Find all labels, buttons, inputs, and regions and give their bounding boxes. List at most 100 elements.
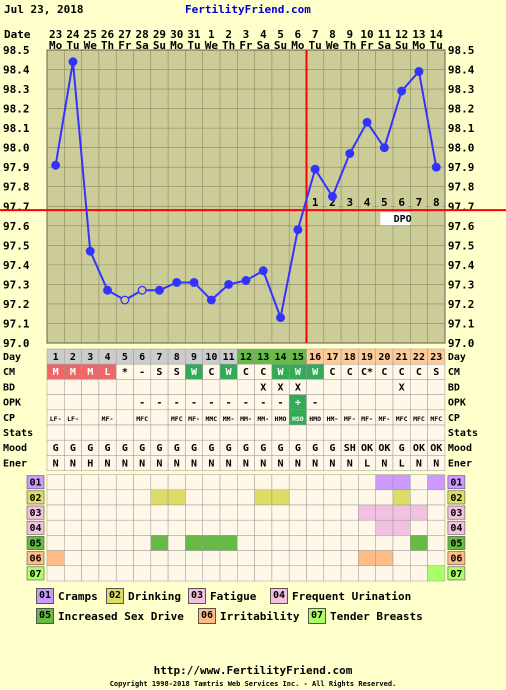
symptom-label-box-left (26, 520, 45, 535)
dpo-box (412, 196, 425, 209)
symptom-cell (133, 474, 152, 491)
ener-value: N (208, 458, 214, 469)
symptom-cell (167, 504, 186, 521)
symptom-cell (46, 489, 65, 506)
symptom-cell (81, 550, 100, 567)
stats-value-cell (219, 424, 238, 441)
mood-value: OK (361, 443, 373, 454)
symptom-cell (288, 504, 307, 521)
cm-value: W (191, 367, 198, 378)
bd-value-cell (358, 379, 376, 395)
cp-value-cell (81, 409, 100, 426)
cm-value: W (295, 367, 302, 378)
symptom-label-right: 02 (450, 493, 462, 504)
bd-value-cell (323, 379, 342, 395)
symptom-cell (219, 474, 238, 491)
symptom-cell (98, 489, 117, 506)
y-tick-right: 98.4 (448, 64, 475, 77)
cm-value: M (70, 367, 76, 378)
symptom-cell (133, 535, 152, 551)
symptom-cell (167, 474, 186, 491)
legend-item-fatigue: 03 Fatigue (188, 588, 256, 604)
symptom-cell (375, 489, 394, 506)
weekday-label: Tu (309, 39, 322, 52)
weekday-label: Sa (257, 39, 270, 52)
symptom-cell (306, 489, 325, 506)
symptom-cell (323, 550, 342, 567)
symptom-cell (64, 565, 82, 582)
mood-value: OK (430, 443, 442, 454)
symptom-cell (427, 535, 446, 551)
weekday-label: Mo (49, 39, 63, 52)
symptom-cell (219, 519, 238, 536)
cp-value: MFC (413, 415, 425, 423)
date-label: 10 (360, 28, 373, 41)
symptom-label-box-right (447, 505, 466, 520)
date-label: 7 (312, 28, 319, 41)
symptom-cell (115, 474, 134, 491)
date-label: 29 (153, 28, 166, 41)
y-tick-left: 98.3 (3, 83, 30, 96)
symptom-cell (392, 535, 411, 551)
symptom-cell (150, 519, 169, 536)
cm-value: W (226, 367, 233, 378)
symptom-cell (81, 504, 100, 521)
legend-code-05: 05 (36, 608, 54, 624)
symptom-cell (340, 519, 359, 536)
symptom-cell (115, 565, 134, 582)
weekday-label: Th (222, 39, 235, 52)
symptom-mark (392, 474, 411, 491)
stats-value-cell (185, 424, 203, 441)
stats-value-cell (46, 424, 65, 441)
opk-value-cell (46, 394, 65, 411)
symptom-cell (237, 474, 255, 491)
symptom-cell (167, 565, 186, 582)
cp-value: LF- (50, 415, 62, 423)
weekday-label: Tu (187, 39, 200, 52)
symptom-cell (271, 474, 290, 491)
temperature-point (206, 295, 216, 305)
symptom-cell (392, 565, 411, 582)
y-tick-left: 97.3 (3, 278, 30, 291)
dpo-number: 2 (329, 196, 336, 209)
footer-url[interactable]: http://www.FertilityFriend.com (153, 664, 353, 677)
cp-value: HMO (309, 415, 321, 423)
symptom-cell (81, 565, 100, 582)
symptom-mark (375, 504, 394, 521)
temperature-point (137, 285, 147, 295)
date-label: 26 (101, 28, 115, 41)
row-label-day: Day (3, 352, 21, 363)
cycle-day: 14 (275, 352, 287, 363)
symptom-cell (98, 474, 117, 491)
symptom-cell (254, 550, 273, 567)
symptom-label-box-left (26, 475, 45, 490)
symptom-label-right: 04 (450, 523, 462, 534)
symptom-label-box-right (447, 551, 466, 566)
symptom-cell (306, 519, 325, 536)
symptom-cell (219, 550, 238, 567)
dpo-box (309, 196, 322, 209)
bd-value-cell (185, 379, 203, 395)
temperature-point (328, 192, 337, 201)
opk-value-cell (358, 394, 376, 411)
symptom-cell (133, 489, 152, 506)
symptom-cell (288, 489, 307, 506)
opk-value-cell (98, 394, 117, 411)
stats-value-cell (340, 424, 359, 441)
cm-value: - (139, 367, 145, 378)
dpo-number: 5 (381, 196, 388, 209)
symptom-mark (358, 504, 376, 521)
symptom-label-left: 03 (29, 508, 41, 519)
mood-value: G (399, 443, 405, 454)
symptom-cell (254, 535, 273, 551)
y-tick-right: 98.1 (448, 122, 475, 135)
symptom-cell (237, 519, 255, 536)
symptom-label-box-right (447, 536, 466, 550)
site-name[interactable]: FertilityFriend.com (185, 3, 311, 16)
bd-value-cell (219, 379, 238, 395)
stats-value-cell (427, 424, 446, 441)
symptom-cell (271, 535, 290, 551)
cm-value: C (208, 367, 214, 378)
symptom-cell (410, 565, 428, 582)
cm-value: C (381, 367, 387, 378)
